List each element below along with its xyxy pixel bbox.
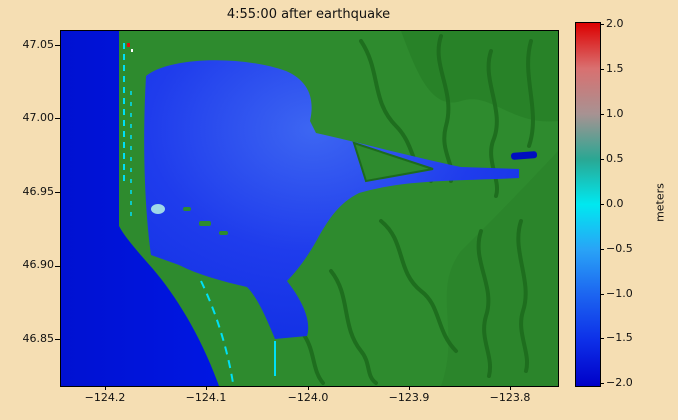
colorbar-tick-label: 0.0 [606,197,624,210]
plot-title: 4:55:00 after earthquake [226,7,391,22]
y-tick-mark [55,192,60,193]
y-tick-label: 46.85 [22,332,55,345]
colorbar-tick-mark [600,383,604,384]
y-tick-mark [55,118,60,119]
shoreline-fringes [123,43,276,384]
colorbar-tick-mark [600,114,604,115]
x-tick-mark [105,386,106,390]
y-tick-label: 47.00 [22,111,55,124]
x-tick-mark [206,386,207,390]
colorbar-axis-label: meters [653,183,667,222]
river-channel [511,151,538,160]
x-tick-label: −123.8 [489,391,531,404]
colorbar-tick-label: −1.5 [606,331,633,344]
colorbar-tick-label: −0.5 [606,242,633,255]
colorbar-tick-mark [600,159,604,160]
x-tick-mark [510,386,511,390]
colorbar-tick-mark [600,338,604,339]
y-tick-label: 47.05 [22,38,55,51]
colorbar [575,22,601,387]
ocean-region [61,31,219,386]
colorbar-tick-mark [600,204,604,205]
y-tick-mark [55,339,60,340]
y-tick-mark [55,45,60,46]
colorbar-tick-label: −1.0 [606,287,633,300]
x-tick-mark [308,386,309,390]
x-tick-label: −124.2 [84,391,126,404]
tsunami-map-graphic [61,31,558,386]
map-plot [60,30,559,387]
colorbar-tick-label: 1.0 [606,107,624,120]
colorbar-tick-label: 1.5 [606,62,624,75]
terrain-ridges [299,34,535,385]
x-tick-label: −124.0 [287,391,329,404]
x-tick-mark [409,386,410,390]
y-tick-mark [55,266,60,267]
colorbar-tick-label: 0.5 [606,152,624,165]
colorbar-tick-label: 2.0 [606,17,624,30]
colorbar-tick-mark [600,24,604,25]
colorbar-tick-mark [600,294,604,295]
y-tick-label: 46.95 [22,185,55,198]
x-tick-label: −123.9 [388,391,430,404]
estuary-region [144,60,519,340]
colorbar-tick-mark [600,249,604,250]
colorbar-tick-mark [600,69,604,70]
colorbar-tick-label: −2.0 [606,376,633,389]
y-tick-label: 46.90 [22,258,55,271]
x-tick-label: −124.1 [185,391,227,404]
